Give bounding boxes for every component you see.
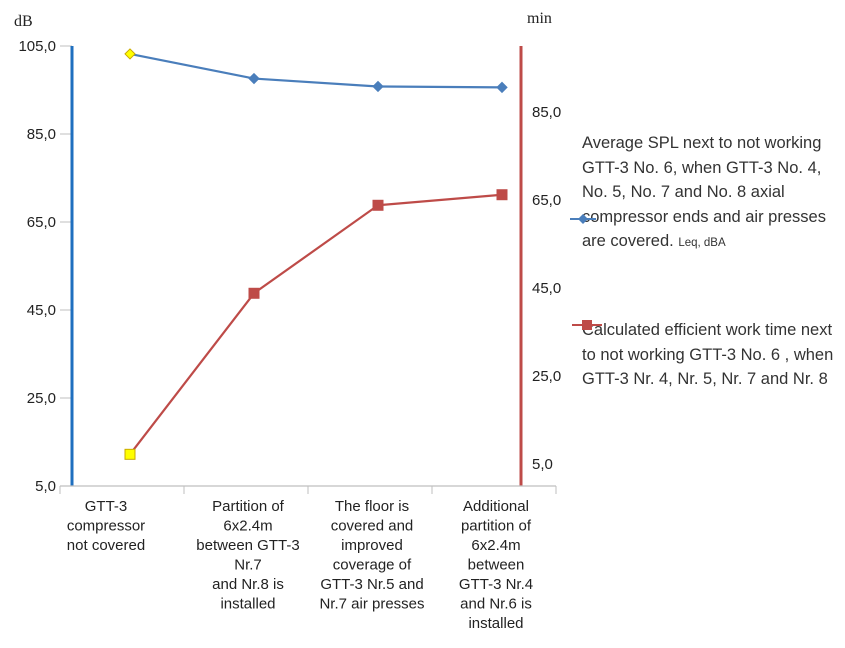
y-left-tick-label: 25,0 — [27, 390, 56, 407]
x-axis-category-labels: GTT-3 compressor not covered Partition of 6x… — [67, 498, 533, 632]
series-1-line — [129, 193, 503, 455]
x-category-label: The floor is covered and improved coverage … — [319, 498, 424, 613]
legend-item-worktime: Calculated efficient work time next to n… — [582, 318, 844, 392]
y-right-tick-label: 65,0 — [532, 192, 561, 209]
series-0-line — [129, 52, 503, 89]
y-right-tick-label: 5,0 — [532, 456, 553, 473]
legend-item-spl: Average SPL next to not working GTT-3 No… — [582, 131, 844, 256]
series-1-point — [248, 287, 260, 299]
series-1-point — [496, 189, 508, 201]
legend-spl-unit: Leq, dBA — [678, 237, 726, 249]
y-right-tick-label: 45,0 — [532, 280, 561, 297]
series-1-point — [372, 199, 384, 211]
y-left-tick-label: 45,0 — [27, 302, 56, 319]
legend-spl-marker — [570, 214, 596, 224]
x-category-label: GTT-3 compressor not covered — [67, 498, 145, 554]
series-0-point — [124, 48, 136, 60]
y-axis-right-ticks: 5,0 25,0 45,0 65,0 85,0 — [532, 104, 561, 473]
y-right-tick-label: 25,0 — [532, 368, 561, 385]
x-axis-ticks — [59, 486, 557, 494]
series-0-point — [248, 72, 260, 85]
y-axis-left-unit: dB — [14, 13, 33, 30]
series-0-point — [496, 81, 508, 94]
legend-worktime-name: Calculated efficient work time next to n… — [582, 321, 834, 388]
series-group — [124, 48, 508, 460]
legend-worktime-marker — [572, 320, 602, 330]
legend-spl-name: Average SPL next to not working GTT-3 No… — [582, 134, 826, 250]
series-1-point — [124, 448, 136, 460]
series-0-point — [372, 80, 384, 93]
y-axis-right-unit: min — [527, 10, 552, 27]
y-left-tick-label: 5,0 — [35, 478, 56, 495]
y-axis-left-ticks: 5,0 25,0 45,0 65,0 85,0 105,0 — [18, 38, 72, 495]
y-left-tick-label: 85,0 — [27, 126, 56, 143]
y-left-tick-label: 65,0 — [27, 214, 56, 231]
x-category-label: Additional partition of 6x2.4m between GTT-3… — [459, 498, 533, 632]
x-category-label: Partition of 6x2.4m between GTT-3 Nr.7 and N… — [196, 498, 299, 613]
y-left-tick-label: 105,0 — [18, 38, 56, 55]
y-right-tick-label: 85,0 — [532, 104, 561, 121]
